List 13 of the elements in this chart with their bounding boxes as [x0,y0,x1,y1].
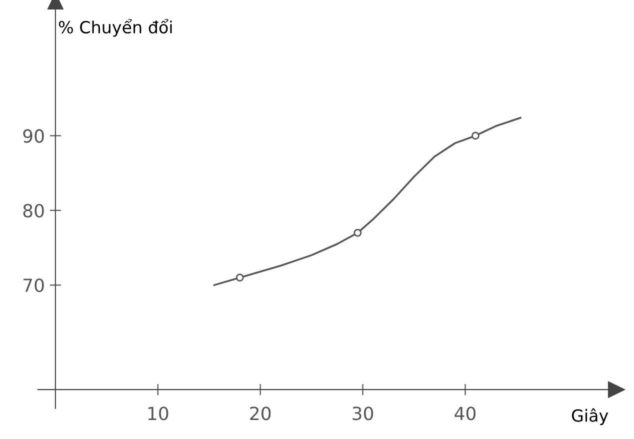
line-series [213,116,522,286]
y-tick-label: 90 [23,129,44,143]
y-tick-label: 70 [24,278,44,292]
x-tick-label: 30 [352,406,374,420]
x-tick-label: 10 [148,406,168,420]
y-axis-title: % Chuyển đổi [58,18,172,37]
x-axis-title: Giây [572,408,608,426]
y-tick-label: 80 [23,204,44,218]
point [354,228,362,237]
point [236,274,244,282]
x-tick-label: 20 [250,406,271,420]
point [472,132,480,140]
x-tick-label: 40 [454,406,476,420]
